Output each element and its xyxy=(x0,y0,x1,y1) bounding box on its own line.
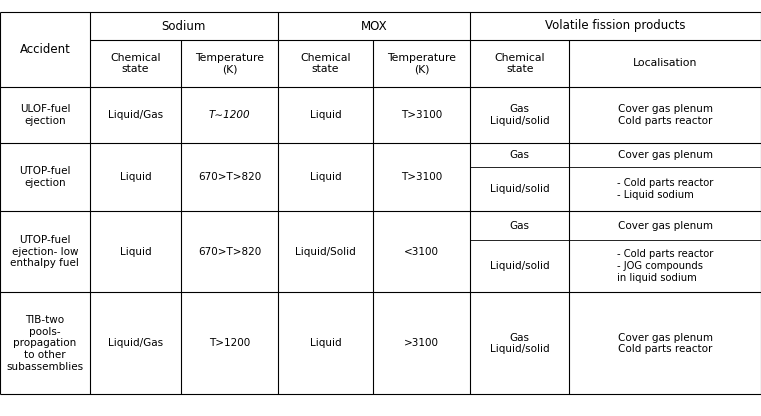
Text: - Cold parts reactor
- Liquid sodium: - Cold parts reactor - Liquid sodium xyxy=(617,178,713,200)
Text: Chemical
state: Chemical state xyxy=(110,53,161,74)
Text: ULOF-fuel
ejection: ULOF-fuel ejection xyxy=(20,104,70,126)
Text: Cover gas plenum
Cold parts reactor: Cover gas plenum Cold parts reactor xyxy=(618,104,712,126)
Text: Liquid: Liquid xyxy=(310,172,341,182)
Text: UTOP-fuel
ejection- low
enthalpy fuel: UTOP-fuel ejection- low enthalpy fuel xyxy=(11,235,79,268)
Text: MOX: MOX xyxy=(361,20,387,32)
Text: Cover gas plenum
Cold parts reactor: Cover gas plenum Cold parts reactor xyxy=(618,333,712,354)
Text: T>3100: T>3100 xyxy=(401,110,442,120)
Text: Liquid: Liquid xyxy=(310,110,341,120)
Text: Sodium: Sodium xyxy=(161,20,206,32)
Text: Gas
Liquid/solid: Gas Liquid/solid xyxy=(490,104,549,126)
Text: Liquid/Solid: Liquid/Solid xyxy=(295,247,355,257)
Text: - Cold parts reactor
- JOG compounds
in liquid sodium: - Cold parts reactor - JOG compounds in … xyxy=(617,250,713,283)
Text: Liquid/Gas: Liquid/Gas xyxy=(108,338,163,349)
Text: Temperature
(K): Temperature (K) xyxy=(387,53,456,74)
Text: Temperature
(K): Temperature (K) xyxy=(195,53,264,74)
Text: Liquid: Liquid xyxy=(310,338,341,349)
Text: Cover gas plenum: Cover gas plenum xyxy=(618,220,712,230)
Text: Liquid: Liquid xyxy=(119,172,151,182)
Text: T>1200: T>1200 xyxy=(209,338,250,349)
Text: Accident: Accident xyxy=(20,43,70,57)
Text: 670>T>820: 670>T>820 xyxy=(198,172,261,182)
Text: UTOP-fuel
ejection: UTOP-fuel ejection xyxy=(19,166,71,188)
Text: Volatile fission products: Volatile fission products xyxy=(546,20,686,32)
Text: Gas
Liquid/solid: Gas Liquid/solid xyxy=(490,333,549,354)
Text: 670>T>820: 670>T>820 xyxy=(198,247,261,257)
Text: Gas: Gas xyxy=(510,150,530,160)
Text: Gas: Gas xyxy=(510,220,530,230)
Text: Chemical
state: Chemical state xyxy=(300,53,351,74)
Text: TIB-two
pools-
propagation
to other
subassemblies: TIB-two pools- propagation to other suba… xyxy=(6,315,84,371)
Text: Liquid/solid: Liquid/solid xyxy=(490,261,549,271)
Text: T∼1200: T∼1200 xyxy=(209,110,250,120)
Text: <3100: <3100 xyxy=(404,247,439,257)
Text: Localisation: Localisation xyxy=(633,58,697,69)
Text: Cover gas plenum: Cover gas plenum xyxy=(618,150,712,160)
Text: Liquid: Liquid xyxy=(119,247,151,257)
Text: Liquid/solid: Liquid/solid xyxy=(490,184,549,194)
Text: Chemical
state: Chemical state xyxy=(495,53,545,74)
Text: T>3100: T>3100 xyxy=(401,172,442,182)
Text: Liquid/Gas: Liquid/Gas xyxy=(108,110,163,120)
Text: >3100: >3100 xyxy=(404,338,439,349)
